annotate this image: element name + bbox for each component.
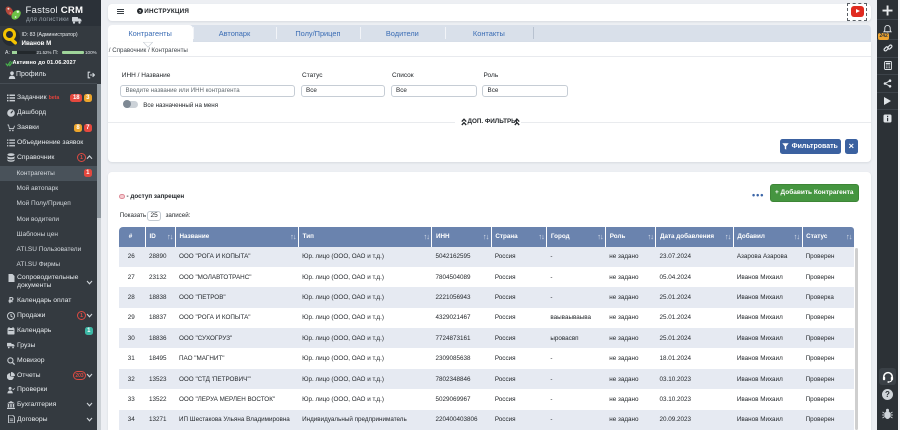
svg-text:?: ? [139,9,142,14]
